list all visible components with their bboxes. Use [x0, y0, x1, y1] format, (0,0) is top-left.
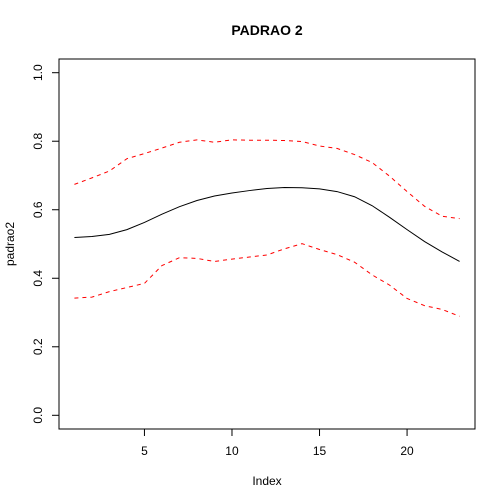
y-tick-label: 0.6 — [31, 201, 45, 218]
y-tick-label: 0.0 — [31, 407, 45, 424]
x-tick-label: 20 — [400, 444, 414, 458]
series-line-lower — [74, 243, 460, 317]
y-tick-label: 0.2 — [31, 338, 45, 355]
series-line-upper — [74, 139, 460, 220]
x-axis: 5 10 15 20 — [141, 428, 414, 458]
x-tick-label: 10 — [225, 444, 239, 458]
series-layer — [74, 139, 460, 317]
x-tick-label: 5 — [141, 444, 148, 458]
y-axis-label: padrao2 — [3, 222, 17, 266]
y-tick-label: 0.8 — [31, 133, 45, 150]
series-line-mean — [74, 186, 460, 262]
plot-box — [58, 58, 476, 430]
y-tick-label: 1.0 — [31, 64, 45, 81]
x-tick-label: 15 — [313, 444, 327, 458]
y-axis: 0.0 0.2 0.4 0.6 0.8 1.0 — [31, 64, 60, 424]
y-tick-label: 0.4 — [31, 270, 45, 287]
chart-title: PADRAO 2 — [231, 22, 303, 38]
x-axis-label: Index — [252, 474, 281, 488]
